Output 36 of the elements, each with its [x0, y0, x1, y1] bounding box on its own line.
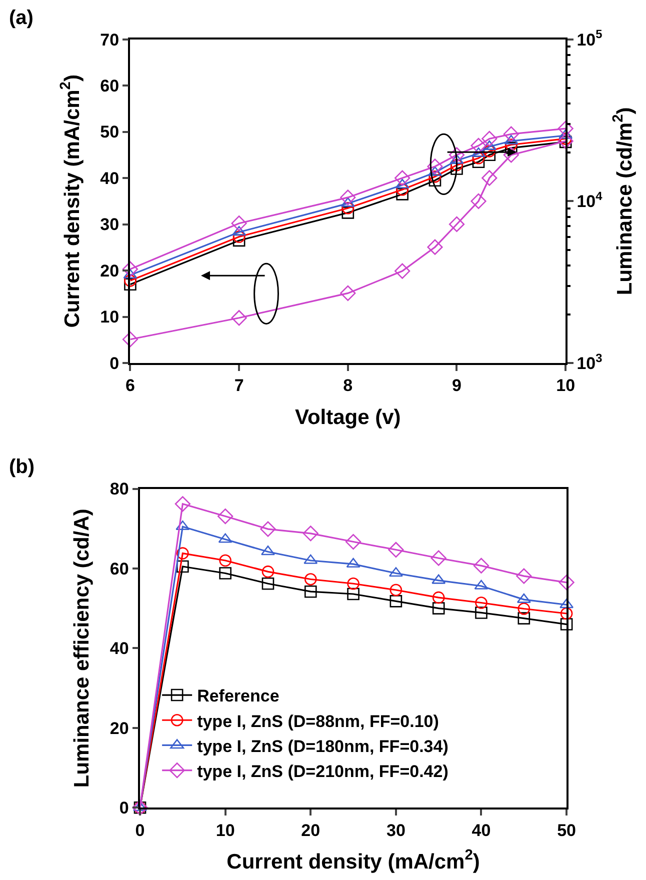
y2-tick-label: 10$^{5}$ — [576, 27, 603, 50]
y-tick-label: 40 — [110, 639, 129, 658]
y-tick-label: 20 — [100, 261, 120, 280]
x-tick-label: 30 — [386, 820, 406, 840]
x-tick-label: 20 — [301, 820, 320, 840]
legend-label: type I, ZnS (D=88nm, FF=0.10) — [197, 712, 439, 731]
x-tick-label: 10 — [216, 820, 235, 840]
x-tick-label: 0 — [135, 820, 145, 840]
legend-label: Reference — [197, 686, 280, 706]
y-tick-label: 0 — [119, 798, 129, 818]
y-tick-label: 10 — [100, 308, 120, 327]
text: (a) — [9, 7, 34, 29]
x-tick-label: 7 — [234, 376, 244, 396]
y2-tick-label: 10$^{4}$ — [576, 188, 603, 212]
x-tick-label: 9 — [452, 376, 462, 396]
x-axis-title: Current density (mA/cm$^{2}$) — [226, 848, 480, 874]
y-tick-label: 0 — [110, 354, 120, 373]
y-tick-label: 50 — [100, 122, 120, 142]
y-tick-label: 40 — [100, 168, 120, 188]
y-tick-label: 20 — [110, 718, 129, 738]
legend-label: type I, ZnS (D=180nm, FF=0.34) — [197, 736, 448, 756]
x-tick-label: 40 — [472, 820, 491, 840]
y-tick-label: 60 — [100, 76, 120, 96]
x-tick-label: 10 — [556, 376, 576, 396]
y2-tick-label: 10$^{3}$ — [576, 350, 603, 373]
y-axis-title: Luminance efficiency (cd/A) — [70, 508, 94, 788]
y-tick-label: 30 — [100, 215, 120, 234]
text: (b) — [9, 456, 35, 478]
y-tick-label: 60 — [110, 559, 129, 578]
legend-label: type I, ZnS (D=210nm, FF=0.42) — [197, 762, 448, 781]
y-tick-label: 70 — [100, 30, 120, 50]
x-axis-title: Voltage (v) — [295, 406, 401, 429]
x-tick-label: 50 — [557, 820, 576, 840]
x-tick-label: 6 — [125, 376, 135, 396]
y-tick-label: 80 — [110, 480, 129, 499]
x-tick-label: 8 — [343, 376, 353, 396]
